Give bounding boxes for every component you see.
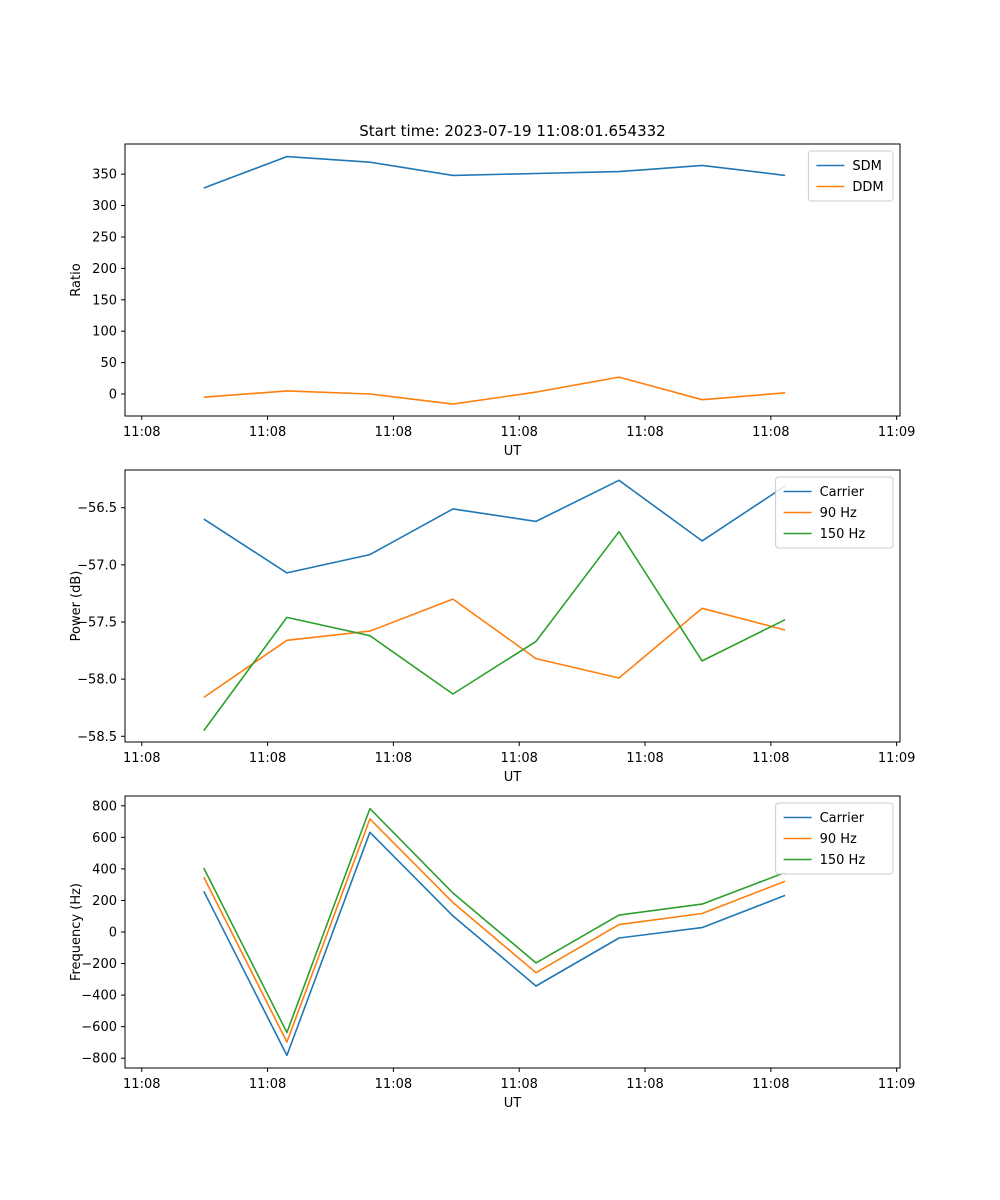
x-tick-label: 11:08 <box>500 1077 537 1092</box>
x-tick-label: 11:09 <box>878 425 915 440</box>
series-line-90-hz <box>203 818 786 1043</box>
y-tick-label: 0 <box>109 388 117 403</box>
x-tick-label: 11:08 <box>375 1077 412 1092</box>
y-axis-label: Power (dB) <box>69 571 84 642</box>
x-tick-label: 11:08 <box>752 1077 789 1092</box>
x-tick-label: 11:08 <box>123 1077 160 1092</box>
legend-label: 90 Hz <box>820 506 857 521</box>
series-line-150-hz <box>203 530 786 732</box>
y-tick-label: −57.5 <box>77 616 117 631</box>
legend-label: Carrier <box>820 485 865 500</box>
x-tick-label: 11:08 <box>249 751 286 766</box>
legend-label: DDM <box>852 180 883 195</box>
chart-panel-3: 11:08 11:08 11:08 11:08 11:08 11:08 11:09 −800 −… <box>69 795 915 1111</box>
series-line-carrier <box>203 831 786 1057</box>
legend-box <box>775 476 894 549</box>
y-tick-label: −57.0 <box>77 558 117 573</box>
y-tick-label: 200 <box>92 262 117 277</box>
y-tick-label: −600 <box>81 1020 117 1035</box>
y-tick-label: 0 <box>109 926 117 941</box>
y-tick-label: −200 <box>81 957 117 972</box>
y-tick-label: 600 <box>92 831 117 846</box>
chart-panel-2: 11:08 11:08 11:08 11:08 11:08 11:08 11:09 −58.5… <box>69 469 915 785</box>
y-tick-label: −56.5 <box>77 501 117 516</box>
axes-frame <box>124 469 901 743</box>
axes-frame <box>124 143 901 417</box>
x-tick-label: 11:08 <box>375 425 412 440</box>
x-tick-label: 11:08 <box>500 751 537 766</box>
legend: SDM DDM <box>807 150 894 202</box>
x-axis-label: UT <box>504 444 522 459</box>
legend-label: SDM <box>852 159 881 174</box>
x-axis-label: UT <box>504 770 522 785</box>
legend-label: 150 Hz <box>820 853 866 868</box>
y-tick-label: 150 <box>92 293 117 308</box>
y-tick-label: 800 <box>92 799 117 814</box>
y-tick-label: −800 <box>81 1052 117 1067</box>
legend-box <box>807 150 894 202</box>
x-tick-label: 11:08 <box>752 751 789 766</box>
x-tick-label: 11:08 <box>626 425 663 440</box>
legend-box <box>775 802 894 875</box>
series-line-ddm <box>203 376 786 405</box>
x-axis-label: UT <box>504 1096 522 1111</box>
y-tick-label: −400 <box>81 989 117 1004</box>
y-tick-label: −58.5 <box>77 730 117 745</box>
series-line-90-hz <box>203 598 786 699</box>
y-tick-label: 400 <box>92 862 117 877</box>
series-line-carrier <box>203 479 786 574</box>
series-line-150-hz <box>203 807 786 1034</box>
legend-label: 150 Hz <box>820 527 866 542</box>
legend-label: Carrier <box>820 811 865 826</box>
x-tick-label: 11:08 <box>500 425 537 440</box>
x-tick-label: 11:08 <box>123 425 160 440</box>
x-tick-label: 11:08 <box>123 751 160 766</box>
legend: Carrier 90 Hz 150 Hz <box>775 802 894 875</box>
x-tick-label: 11:09 <box>878 751 915 766</box>
x-tick-label: 11:08 <box>626 1077 663 1092</box>
y-tick-label: 200 <box>92 894 117 909</box>
x-tick-label: 11:08 <box>375 751 412 766</box>
y-tick-label: −58.0 <box>77 673 117 688</box>
y-tick-label: 250 <box>92 230 117 245</box>
legend: Carrier 90 Hz 150 Hz <box>775 476 894 549</box>
x-tick-label: 11:08 <box>249 1077 286 1092</box>
y-tick-label: 50 <box>100 356 117 371</box>
figure-title: Start time: 2023-07-19 11:08:01.654332 <box>359 122 665 140</box>
x-tick-label: 11:09 <box>878 1077 915 1092</box>
chart-panel-1: 11:08 11:08 11:08 11:08 11:08 11:08 11:09 0 50 10… <box>69 143 915 459</box>
y-tick-label: 350 <box>92 168 117 183</box>
y-tick-label: 100 <box>92 325 117 340</box>
x-tick-label: 11:08 <box>626 751 663 766</box>
series-line-sdm <box>203 155 786 189</box>
y-tick-label: 300 <box>92 199 117 214</box>
y-axis-label: Frequency (Hz) <box>69 883 84 981</box>
x-tick-label: 11:08 <box>249 425 286 440</box>
legend-label: 90 Hz <box>820 832 857 847</box>
y-axis-label: Ratio <box>69 263 84 296</box>
x-tick-label: 11:08 <box>752 425 789 440</box>
